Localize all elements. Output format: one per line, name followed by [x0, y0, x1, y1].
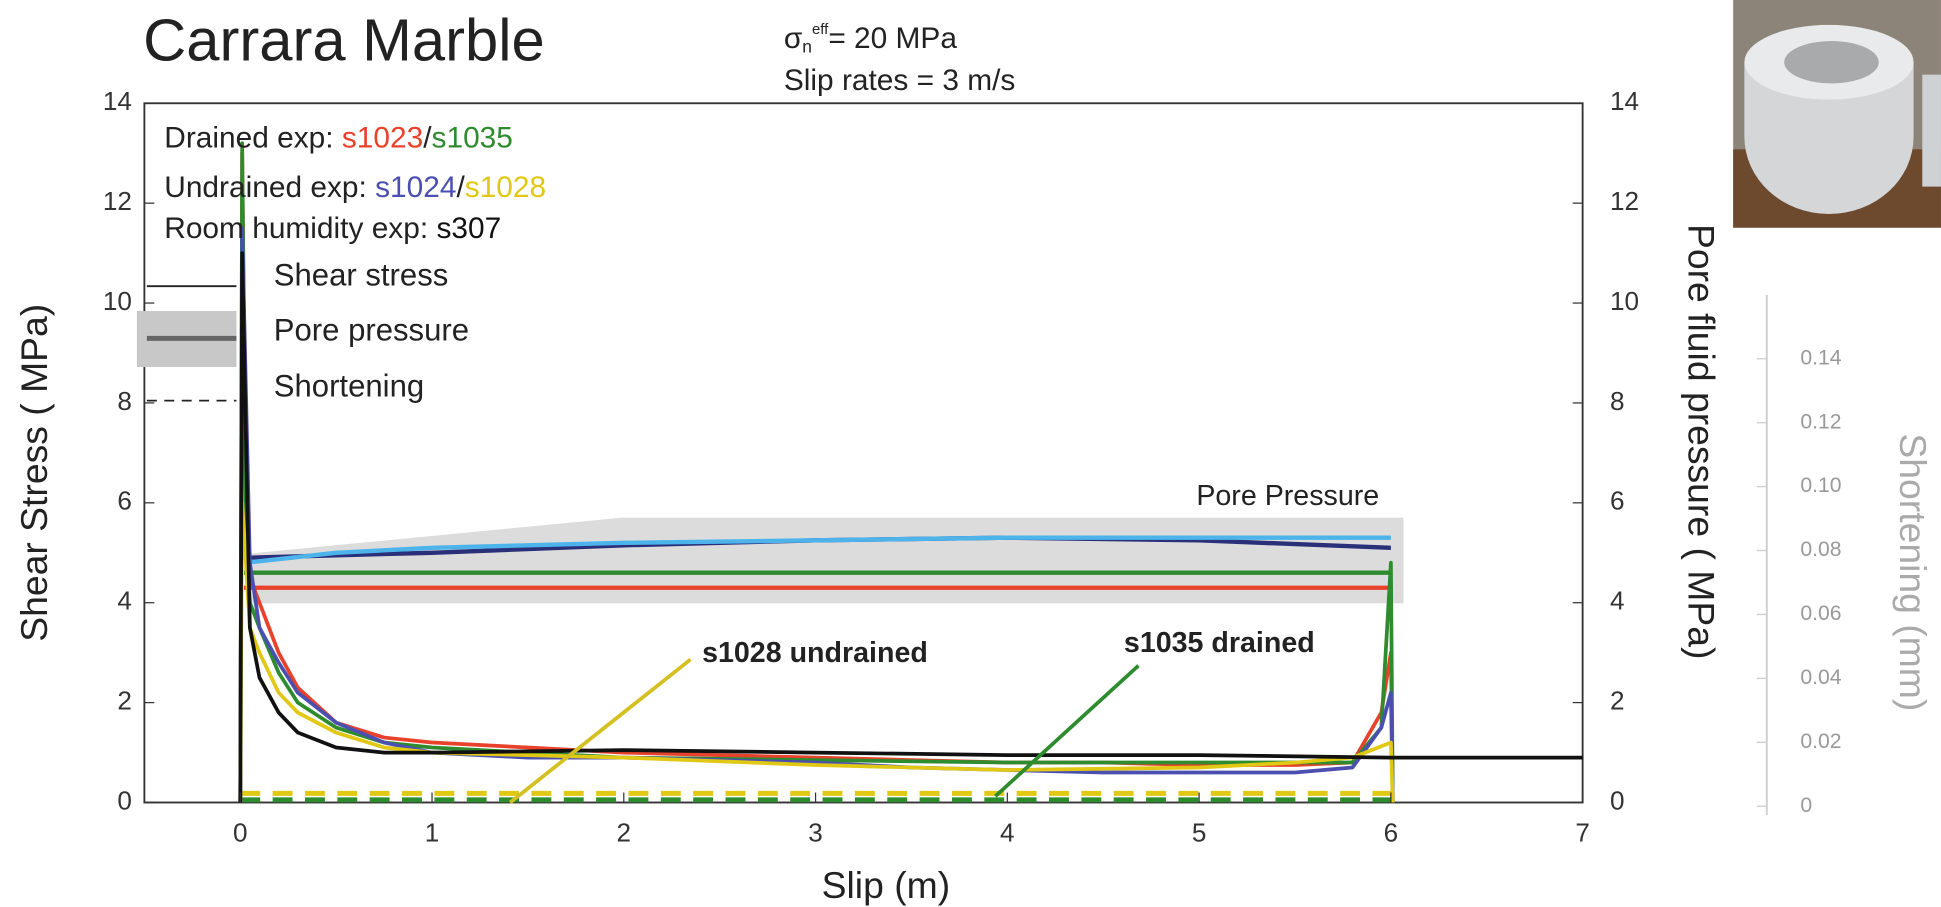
subtitle-subscript: n	[802, 36, 812, 56]
legend-style-label: Pore pressure	[274, 312, 469, 347]
subtitle-symbol: σ	[784, 22, 802, 55]
legend-group-label: Room humidity exp:	[164, 212, 428, 245]
y-tick-label: 6	[117, 486, 132, 516]
y-axis-title: Shear Stress ( MPa)	[13, 304, 55, 642]
y3-tick-label: 0	[1800, 794, 1812, 817]
pore-band	[248, 517, 1404, 604]
legend-separator: /	[456, 171, 465, 204]
legend-entry: Undrained exp: s1024/s1028	[164, 171, 546, 204]
annotation: s1035 drained	[1124, 627, 1315, 659]
y3-tick-label: 0.14	[1800, 346, 1841, 369]
y2-tick-label: 4	[1610, 586, 1625, 616]
annotation-arrow	[508, 657, 692, 804]
y2-tick-label: 8	[1610, 386, 1625, 416]
y3-tick-label: 0.04	[1800, 666, 1841, 689]
annotation-arrow	[994, 664, 1140, 798]
y2-tick-label: 14	[1610, 86, 1639, 116]
subtitle: σneff= 20 MPa	[784, 21, 957, 56]
y-tick-label: 8	[117, 386, 132, 416]
y2-tick-label: 6	[1610, 486, 1625, 516]
subtitle-superscript: eff	[812, 21, 829, 38]
y-tick-label: 14	[103, 86, 132, 116]
shear-stress-line	[238, 251, 1583, 803]
y-tick-label: 0	[117, 785, 132, 815]
x-tick-label: 5	[1192, 818, 1207, 848]
subtitle-rest: = 20 MPa	[828, 22, 957, 55]
y2-tick-label: 2	[1610, 686, 1625, 716]
chart-title: Carrara Marble	[143, 7, 545, 74]
subtitle-2: Slip rates = 3 m/s	[784, 64, 1016, 97]
sample-photo	[1733, 0, 1941, 228]
x-tick-label: 4	[1000, 818, 1015, 848]
x-tick-label: 6	[1384, 818, 1399, 848]
marks	[238, 141, 1583, 803]
legend-style-label: Shortening	[274, 368, 424, 403]
x-tick-label: 0	[233, 818, 248, 848]
y3-axis-title: Shortening (mm)	[1892, 433, 1934, 711]
shear-stress-line	[238, 151, 1395, 803]
y3-tick-label: 0.10	[1800, 474, 1841, 497]
y3-tick-label: 0.06	[1800, 602, 1841, 625]
annotation: Pore Pressure	[1196, 480, 1379, 512]
plot-frame	[143, 102, 1584, 804]
y3-tick-label: 0.02	[1800, 730, 1841, 753]
y3-tick-label: 0.12	[1800, 410, 1841, 433]
x-axis-title: Slip (m)	[822, 864, 951, 906]
legend-separator: /	[423, 121, 432, 154]
x-tick-label: 1	[425, 818, 440, 848]
x-tick-label: 2	[617, 818, 632, 848]
y2-axis-title: Pore fluid pressure ( MPa)	[1680, 224, 1722, 659]
legend-sample: s1023	[342, 121, 423, 154]
legend-sample: s307	[436, 212, 501, 245]
y-tick-label: 10	[103, 286, 132, 316]
y-tick-label: 12	[103, 186, 132, 216]
legend-group-label: Undrained exp:	[164, 171, 367, 204]
y-tick-label: 2	[117, 686, 132, 716]
y2-tick-label: 10	[1610, 286, 1639, 316]
legend-sample: s1028	[465, 171, 546, 204]
legend-sample: s1024	[375, 171, 456, 204]
annotation: s1028 undrained	[702, 637, 928, 669]
legend-group-label: Drained exp:	[164, 121, 333, 154]
pore-pressure-line	[245, 535, 1391, 565]
y2-tick-label: 12	[1610, 186, 1639, 216]
y-tick-label: 4	[117, 586, 132, 616]
legend-sample: s1035	[432, 121, 513, 154]
legend-style-label: Shear stress	[274, 258, 449, 293]
x-tick-label: 7	[1575, 818, 1590, 848]
y3-tick-label: 0.08	[1800, 538, 1841, 561]
legend-entry: Drained exp: s1023/s1035	[164, 121, 513, 154]
y2-tick-label: 0	[1610, 785, 1625, 815]
x-tick-label: 3	[808, 818, 823, 848]
legend-entry: Room humidity exp: s307	[164, 212, 501, 245]
